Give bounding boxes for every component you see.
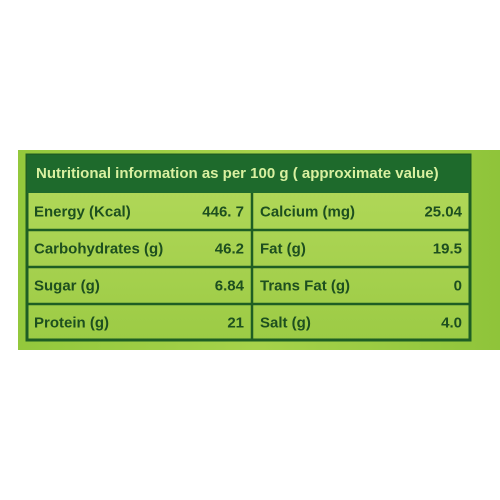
nutrient-value: 21 [227,314,244,331]
table-grid [27,193,470,340]
nutrient-value: 6.84 [215,277,245,294]
table-body: Energy (Kcal) 446. 7 Calcium (mg) 25.04 Carb… [34,203,463,331]
table-title: Nutritional information as per 100 g ( a… [36,165,439,182]
nutrient-label: Energy (Kcal) [34,203,131,220]
nutrient-label: Carbohydrates (g) [34,240,163,257]
nutrient-value: 0 [454,277,462,294]
nutrient-label: Trans Fat (g) [260,277,350,294]
nutrient-label: Salt (g) [260,314,311,331]
table-header-bar [27,155,470,193]
nutrient-value: 25.04 [424,203,462,220]
nutrient-label: Sugar (g) [34,277,100,294]
nutrient-value: 446. 7 [202,203,244,220]
nutrient-label: Fat (g) [260,240,306,257]
nutrient-value: 46.2 [215,240,244,257]
nutrient-value: 4.0 [441,314,462,331]
nutrient-label: Calcium (mg) [260,203,355,220]
nutrient-value: 19.5 [433,240,462,257]
nutrient-label: Protein (g) [34,314,109,331]
